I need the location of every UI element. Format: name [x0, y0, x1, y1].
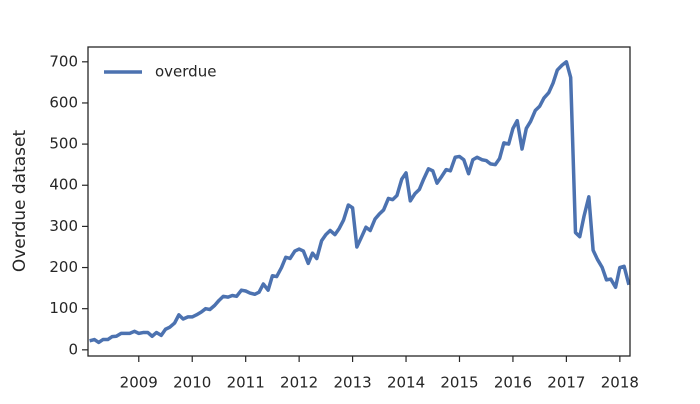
x-tick-label: 2018 — [601, 374, 639, 392]
y-axis-label: Overdue dataset — [10, 130, 30, 273]
x-tick-label: 2016 — [494, 374, 532, 392]
y-tick-label: 400 — [49, 176, 78, 194]
y-tick-label: 500 — [49, 135, 78, 153]
x-tick-label: 2014 — [387, 374, 425, 392]
x-tick-label: 2009 — [120, 374, 158, 392]
x-tick-label: 2015 — [440, 374, 478, 392]
x-tick-label: 2017 — [547, 374, 585, 392]
x-tick-label: 2013 — [333, 374, 371, 392]
y-tick-label: 600 — [49, 93, 78, 111]
y-tick-label: 300 — [49, 217, 78, 235]
x-tick-label: 2010 — [173, 374, 211, 392]
y-tick-label: 0 — [68, 340, 78, 358]
x-tick-label: 2012 — [280, 374, 318, 392]
y-tick-label: 200 — [49, 258, 78, 276]
x-tick-label: 2011 — [227, 374, 265, 392]
y-tick-label: 100 — [49, 299, 78, 317]
y-tick-label: 700 — [49, 52, 78, 70]
line-series — [89, 60, 631, 345]
legend-label: overdue — [155, 63, 216, 81]
plot-frame — [87, 46, 631, 357]
